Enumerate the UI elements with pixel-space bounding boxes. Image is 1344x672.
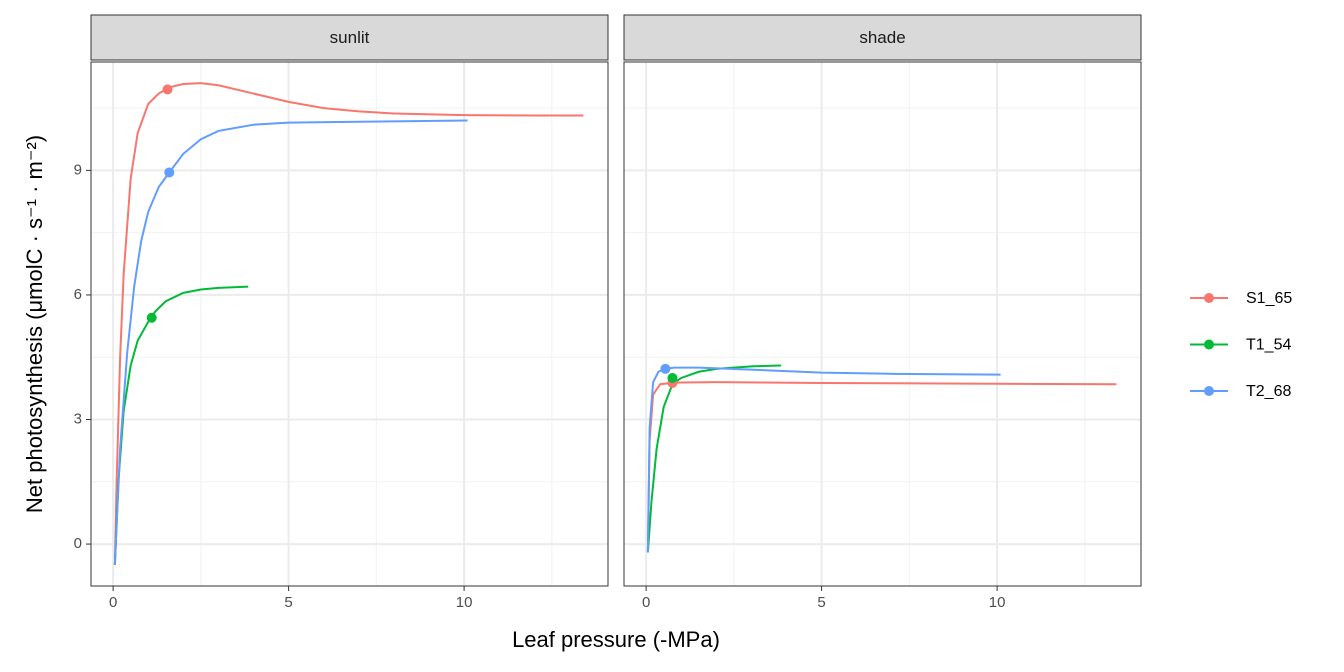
legend-marker	[1204, 293, 1214, 303]
y-tick-label: 0	[74, 535, 82, 552]
legend-label: T2_68	[1246, 383, 1291, 400]
x-tick-label: 5	[817, 594, 825, 611]
x-tick-label: 0	[642, 594, 650, 611]
y-tick-label: 9	[74, 161, 82, 178]
legend-label: S1_65	[1246, 290, 1292, 307]
strip-title: sunlit	[330, 28, 370, 47]
line	[113, 82, 584, 565]
point	[667, 372, 678, 383]
point	[146, 312, 157, 323]
y-tick-label: 3	[74, 410, 82, 427]
x-tick-label: 10	[456, 594, 473, 611]
y-tick-label: 6	[74, 286, 82, 303]
y-axis-title: Net photosynthesis (μmolC · s⁻¹ · m⁻²)	[22, 135, 47, 513]
legend-label: T1_54	[1246, 337, 1291, 354]
strip-title: shade	[859, 28, 905, 47]
x-tick-label: 0	[109, 594, 117, 611]
panel-border	[623, 61, 1142, 587]
legend-marker	[1204, 386, 1214, 396]
panel-border	[90, 61, 609, 587]
point	[660, 363, 671, 374]
x-tick-label: 10	[989, 594, 1006, 611]
legend-marker	[1204, 339, 1214, 350]
line	[646, 366, 1001, 553]
strip	[90, 14, 609, 61]
point	[164, 167, 175, 178]
point	[162, 84, 173, 95]
x-tick-label: 5	[284, 594, 292, 611]
strip	[623, 14, 1142, 61]
x-axis-title: Leaf pressure (-MPa)	[512, 627, 720, 652]
